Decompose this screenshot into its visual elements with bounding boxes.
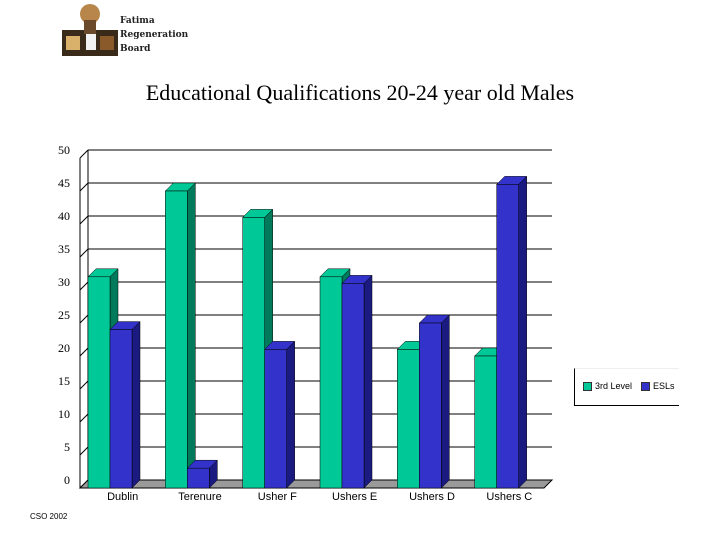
bar-series-1 — [319, 276, 343, 489]
bar-series-2 — [496, 184, 519, 489]
bar-side — [518, 175, 527, 489]
gridline-depth — [79, 347, 89, 357]
y-tick-label: 20 — [58, 341, 70, 355]
gridline-depth — [79, 413, 89, 423]
y-tick-label: 5 — [64, 440, 70, 454]
bar-series-2 — [187, 467, 210, 489]
x-tick-label: Terenure — [178, 491, 221, 503]
legend-swatch-series-2 — [641, 381, 650, 391]
gridline-depth — [79, 314, 89, 324]
bar-series-1 — [242, 217, 265, 489]
bar-side — [441, 314, 450, 489]
gridline-depth — [79, 182, 89, 192]
bar-series-2 — [341, 283, 365, 489]
gridline-depth — [79, 149, 89, 159]
logo-line-1: Fatima — [120, 16, 155, 26]
x-tick-label: Usher F — [258, 491, 297, 503]
x-tick-label: Ushers D — [409, 491, 455, 503]
gridline-depth — [79, 446, 89, 456]
logo — [60, 0, 200, 62]
bar-series-1 — [165, 190, 188, 489]
bar-series-1 — [397, 349, 420, 489]
gridline-depth — [79, 281, 89, 291]
legend-swatch-series-1 — [583, 381, 592, 391]
y-tick-label: 45 — [58, 176, 70, 190]
bar-series-2 — [419, 322, 442, 489]
legend-label-series-1: 3rd Level — [595, 381, 633, 391]
x-tick-label: Ushers E — [332, 491, 377, 503]
bar-series-2 — [264, 349, 287, 489]
bar-side — [187, 182, 196, 489]
bar-series-2 — [109, 329, 133, 489]
y-tick-label: 30 — [58, 275, 70, 289]
bar-side — [286, 340, 295, 489]
y-tick-label: 10 — [58, 407, 70, 421]
logo-line-2: Regeneration — [120, 30, 189, 40]
logo-text: Fatima Regeneration Board — [120, 14, 188, 56]
y-tick-label: 0 — [64, 473, 70, 487]
legend-item-series-1: 3rd Level — [583, 381, 632, 391]
chart-legend: 3rd Level ESLs — [574, 368, 679, 406]
bar-series-1 — [87, 276, 111, 489]
bar-side — [131, 320, 141, 489]
gridline-depth — [79, 380, 89, 390]
y-tick-label: 35 — [58, 242, 70, 256]
x-tick-label: Dublin — [107, 491, 138, 503]
y-tick-label: 25 — [58, 308, 70, 322]
chart-title: Educational Qualifications 20-24 year ol… — [145, 80, 575, 105]
x-tick-label: Ushers C — [486, 491, 532, 503]
logo-emblem-icon — [62, 4, 118, 56]
gridline-depth — [79, 215, 89, 225]
gridline-depth — [79, 248, 89, 258]
legend-item-series-2: ESLs — [641, 381, 675, 391]
bar-series-1 — [474, 355, 497, 489]
logo-line-3: Board — [120, 44, 151, 54]
bar-side — [363, 274, 373, 489]
y-tick-label: 50 — [58, 143, 70, 157]
source-note: CSO 2002 — [30, 512, 68, 521]
y-tick-label: 40 — [58, 209, 70, 223]
legend-label-series-2: ESLs — [653, 381, 675, 391]
y-tick-label: 15 — [58, 374, 70, 388]
